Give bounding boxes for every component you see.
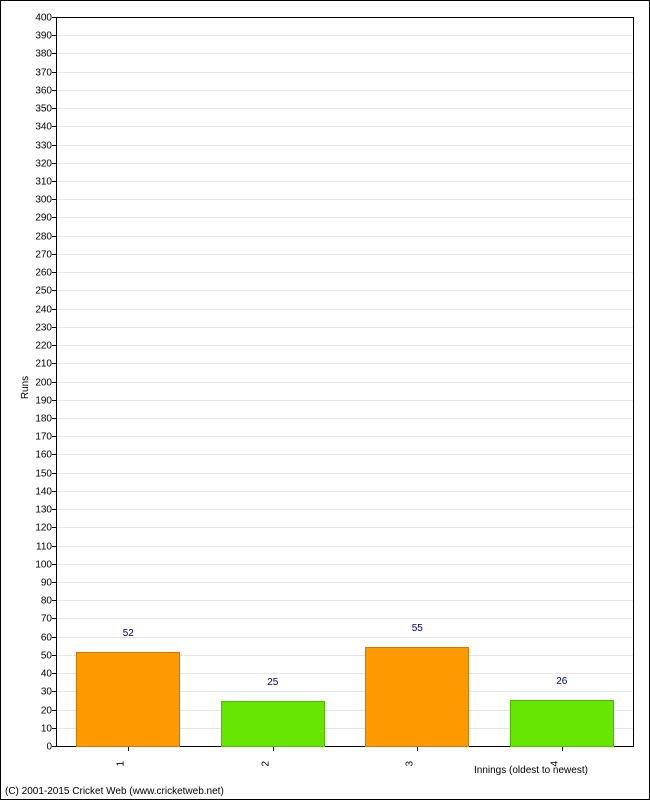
gridline	[56, 618, 633, 619]
bar-value-label: 25	[267, 677, 278, 688]
x-tick-label: 2	[260, 761, 271, 767]
y-tick-label: 160	[35, 450, 56, 461]
gridline	[56, 145, 633, 146]
gridline	[56, 363, 633, 364]
x-tick-label: 1	[116, 761, 127, 767]
gridline	[56, 327, 633, 328]
y-tick-label: 0	[46, 742, 56, 753]
x-tick-mark	[128, 747, 129, 751]
gridline	[56, 126, 633, 127]
y-tick-label: 60	[41, 632, 56, 643]
gridline	[56, 600, 633, 601]
y-tick-label: 330	[35, 140, 56, 151]
gridline	[56, 290, 633, 291]
y-tick-label: 150	[35, 468, 56, 479]
y-tick-label: 240	[35, 304, 56, 315]
y-tick-label: 360	[35, 85, 56, 96]
y-tick-label: 170	[35, 432, 56, 443]
gridline	[56, 272, 633, 273]
chart-container: 0 10 20 30 40 50 60 70 80 90 100 110 120 130 140 150 160…	[0, 0, 650, 800]
y-tick-label: 380	[35, 49, 56, 60]
y-tick-label: 100	[35, 559, 56, 570]
gridline	[56, 436, 633, 437]
gridline	[56, 254, 633, 255]
bar	[76, 652, 180, 747]
gridline	[56, 35, 633, 36]
gridline	[56, 637, 633, 638]
x-axis-title: Innings (oldest to newest)	[474, 765, 588, 776]
y-tick-label: 260	[35, 268, 56, 279]
gridline	[56, 309, 633, 310]
y-tick-label: 300	[35, 195, 56, 206]
x-tick-label: 3	[405, 761, 416, 767]
y-tick-label: 40	[41, 669, 56, 680]
y-tick-label: 50	[41, 650, 56, 661]
bar-value-label: 26	[556, 676, 567, 687]
y-tick-label: 280	[35, 231, 56, 242]
y-tick-label: 120	[35, 523, 56, 534]
y-tick-label: 210	[35, 359, 56, 370]
gridline	[56, 382, 633, 383]
y-tick-label: 90	[41, 577, 56, 588]
y-tick-label: 390	[35, 31, 56, 42]
plot-area: 0102030405060708090100110120130140150160…	[56, 17, 634, 747]
gridline	[56, 491, 633, 492]
y-tick-label: 290	[35, 213, 56, 224]
y-tick-label: 130	[35, 505, 56, 516]
gridline	[56, 546, 633, 547]
gridline	[56, 509, 633, 510]
y-tick-label: 70	[41, 614, 56, 625]
y-tick-label: 190	[35, 395, 56, 406]
y-tick-label: 10	[41, 723, 56, 734]
gridline	[56, 90, 633, 91]
gridline	[56, 53, 633, 54]
gridline	[56, 564, 633, 565]
gridline	[56, 181, 633, 182]
gridline	[56, 163, 633, 164]
y-tick-label: 230	[35, 322, 56, 333]
bar-value-label: 52	[123, 628, 134, 639]
y-axis-line	[56, 18, 57, 747]
y-tick-label: 270	[35, 249, 56, 260]
gridline	[56, 236, 633, 237]
y-tick-label: 80	[41, 596, 56, 607]
y-tick-label: 180	[35, 413, 56, 424]
bar	[365, 647, 469, 747]
y-tick-label: 320	[35, 158, 56, 169]
y-tick-label: 250	[35, 286, 56, 297]
gridline	[56, 72, 633, 73]
y-tick-label: 200	[35, 377, 56, 388]
gridline	[56, 400, 633, 401]
gridline	[56, 199, 633, 200]
x-tick-mark	[562, 747, 563, 751]
bar	[221, 701, 325, 747]
bar	[510, 700, 614, 747]
y-tick-label: 30	[41, 687, 56, 698]
gridline	[56, 108, 633, 109]
y-tick-label: 340	[35, 122, 56, 133]
y-tick-label: 370	[35, 67, 56, 78]
gridline	[56, 345, 633, 346]
gridline	[56, 582, 633, 583]
y-axis-title: Runs	[20, 376, 31, 399]
bar-value-label: 55	[412, 623, 423, 634]
gridline	[56, 527, 633, 528]
x-tick-mark	[273, 747, 274, 751]
y-tick-label: 350	[35, 104, 56, 115]
gridline	[56, 217, 633, 218]
gridline	[56, 454, 633, 455]
y-tick-label: 20	[41, 705, 56, 716]
y-tick-label: 310	[35, 177, 56, 188]
copyright-text: (C) 2001-2015 Cricket Web (www.cricketwe…	[5, 786, 224, 797]
x-tick-mark	[417, 747, 418, 751]
y-tick-label: 220	[35, 341, 56, 352]
y-tick-label: 110	[36, 541, 56, 552]
gridline	[56, 473, 633, 474]
y-tick-label: 140	[35, 486, 56, 497]
y-tick-label: 400	[35, 13, 56, 24]
gridline	[56, 418, 633, 419]
